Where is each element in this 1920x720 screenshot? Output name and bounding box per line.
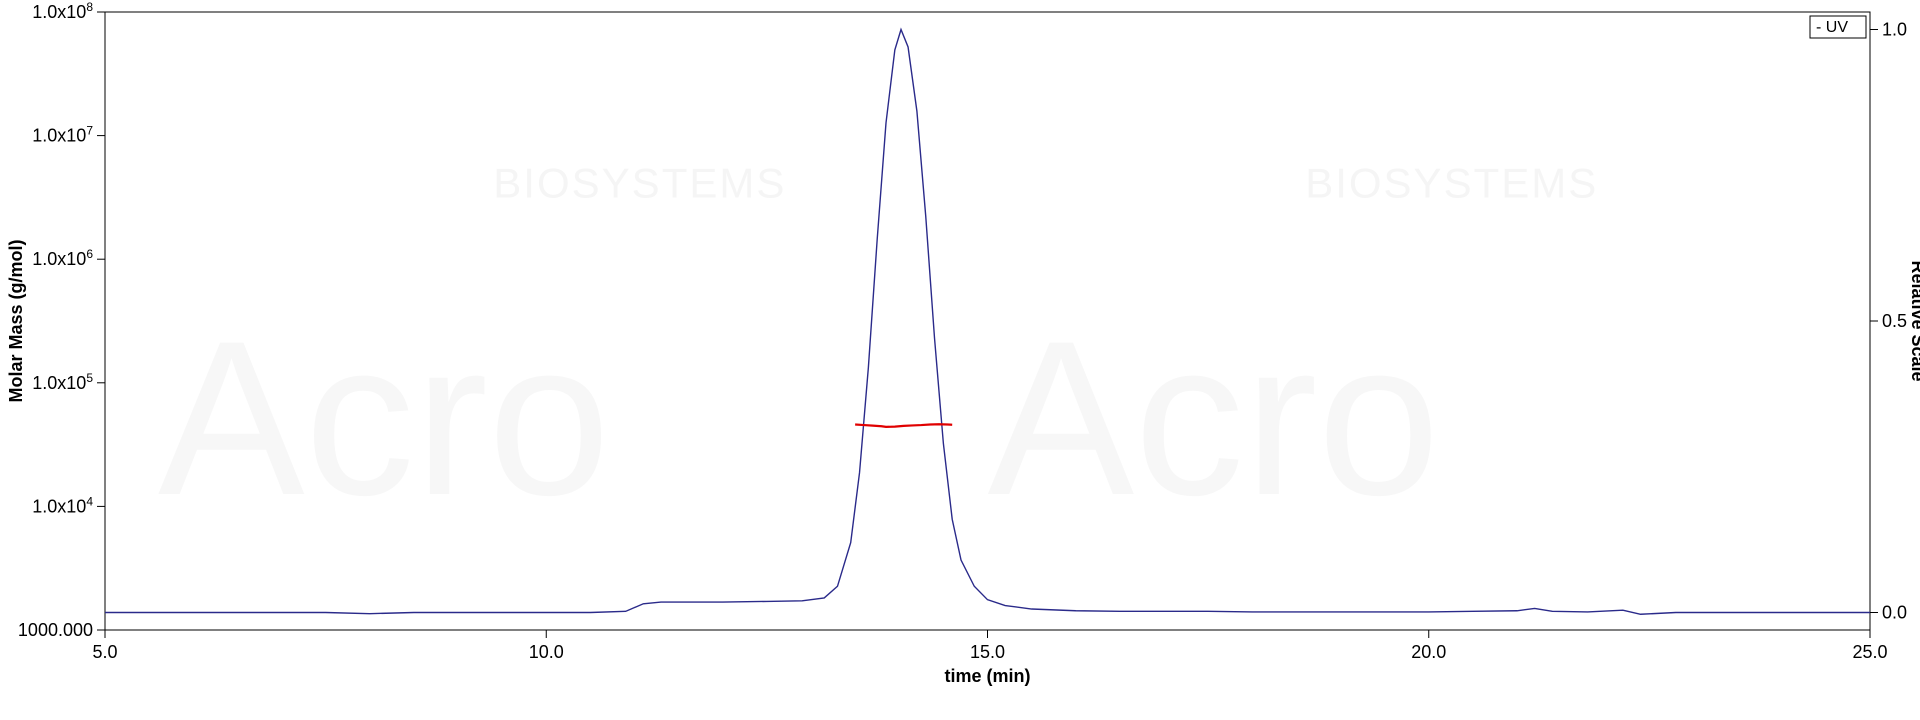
chart-svg: Acro Acro BIOSYSTEMS BIOSYSTEMS 5.0 10.0 15.0 2… bbox=[0, 0, 1920, 720]
svg-text:Acro: Acro bbox=[158, 295, 610, 541]
svg-text:time (min): time (min) bbox=[944, 666, 1030, 686]
svg-text:1.0: 1.0 bbox=[1882, 19, 1907, 39]
legend-item: - UV bbox=[1816, 19, 1848, 36]
svg-text:BIOSYSTEMS: BIOSYSTEMS bbox=[493, 159, 786, 206]
svg-text:1.0x106: 1.0x106 bbox=[32, 247, 93, 269]
svg-text:1.0x108: 1.0x108 bbox=[32, 0, 93, 22]
svg-text:10.0: 10.0 bbox=[529, 642, 564, 662]
svg-text:Molar Mass (g/mol): Molar Mass (g/mol) bbox=[6, 239, 26, 402]
svg-text:BIOSYSTEMS: BIOSYSTEMS bbox=[1305, 159, 1598, 206]
svg-text:25.0: 25.0 bbox=[1852, 642, 1887, 662]
chromatogram-chart: Acro Acro BIOSYSTEMS BIOSYSTEMS 5.0 10.0 15.0 2… bbox=[0, 0, 1920, 720]
svg-text:1000.000: 1000.000 bbox=[18, 620, 93, 640]
svg-text:Relative Scale: Relative Scale bbox=[1908, 260, 1920, 381]
svg-text:0.5: 0.5 bbox=[1882, 311, 1907, 331]
svg-text:5.0: 5.0 bbox=[92, 642, 117, 662]
svg-text:1.0x105: 1.0x105 bbox=[32, 371, 93, 393]
svg-text:0.0: 0.0 bbox=[1882, 603, 1907, 623]
svg-text:1.0x104: 1.0x104 bbox=[32, 494, 93, 516]
series-molarmass bbox=[855, 424, 952, 427]
svg-text:20.0: 20.0 bbox=[1411, 642, 1446, 662]
svg-text:1.0x107: 1.0x107 bbox=[32, 124, 93, 146]
svg-text:15.0: 15.0 bbox=[970, 642, 1005, 662]
svg-text:Acro: Acro bbox=[988, 295, 1440, 541]
